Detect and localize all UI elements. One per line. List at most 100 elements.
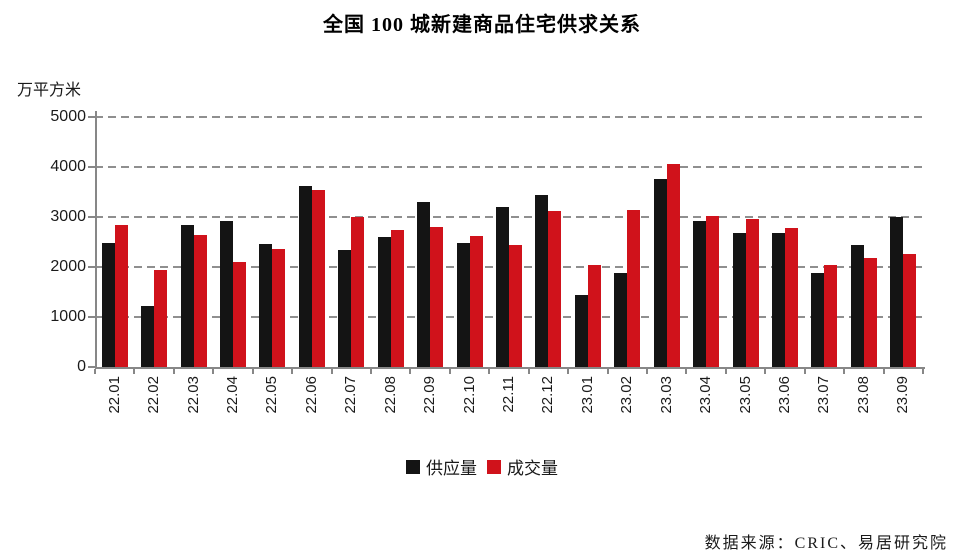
bar-deals-23.04 (706, 216, 720, 367)
bar-deals-22.10 (469, 236, 483, 367)
x-tick (172, 369, 175, 374)
x-axis-label-text: 23.08 (854, 376, 872, 414)
x-axis-label-text: 23.01 (578, 376, 596, 414)
legend-item-supply: 供应量 (406, 454, 477, 479)
legend-label-deals: 成交量 (507, 459, 558, 478)
bar-deals-22.05 (272, 249, 286, 367)
bar-supply-22.02 (141, 306, 155, 367)
x-axis-label-text: 22.05 (263, 376, 281, 414)
y-tick (88, 316, 95, 318)
x-axis-label-text: 23.05 (736, 376, 754, 414)
bar-deals-22.07 (351, 217, 365, 367)
x-axis-label-text: 22.11 (500, 376, 517, 413)
x-axis-spine (95, 367, 925, 369)
bar-deals-23.09 (903, 254, 917, 367)
y-axis-label: 1000 (50, 308, 86, 325)
bar-supply-22.01 (101, 243, 115, 367)
x-tick (685, 369, 688, 374)
y-axis-label: 0 (77, 358, 86, 375)
x-tick (291, 369, 294, 374)
y-tick (88, 166, 95, 168)
y-axis-label: 4000 (50, 158, 86, 175)
bar-supply-22.05 (259, 244, 273, 367)
x-tick (724, 369, 727, 374)
bar-supply-23.01 (574, 295, 588, 367)
x-tick (251, 369, 254, 374)
bar-supply-23.02 (614, 273, 628, 367)
bar-supply-22.10 (456, 243, 470, 367)
bar-deals-23.01 (587, 265, 601, 367)
bar-deals-22.08 (390, 230, 404, 367)
bar-supply-22.07 (338, 250, 352, 367)
y-tick (88, 216, 95, 218)
bar-supply-22.04 (220, 221, 233, 367)
x-tick (94, 369, 96, 374)
x-tick (646, 369, 648, 374)
y-axis-unit-label: 万平方米 (17, 82, 82, 99)
gridline (95, 216, 923, 218)
x-axis-label-text: 22.03 (184, 376, 202, 414)
legend: 供应量 成交量 (0, 454, 964, 479)
bar-supply-23.07 (811, 273, 825, 367)
x-axis-label-text: 23.04 (697, 376, 715, 414)
bar-supply-22.09 (417, 202, 431, 367)
x-axis-label-text: 23.03 (657, 376, 675, 414)
bar-deals-23.06 (785, 228, 798, 367)
bar-deals-22.01 (114, 225, 128, 367)
legend-swatch-supply (406, 459, 420, 474)
bar-supply-22.12 (535, 195, 549, 367)
legend-label-supply: 供应量 (426, 459, 477, 478)
y-tick (88, 266, 95, 268)
x-tick (409, 369, 412, 374)
x-tick (370, 369, 372, 374)
x-axis-label-text: 22.07 (342, 376, 360, 414)
bar-deals-23.02 (627, 210, 641, 367)
x-axis-label-text: 22.09 (421, 376, 439, 414)
bar-supply-23.05 (732, 233, 746, 367)
bar-deals-22.12 (548, 211, 562, 367)
legend-item-deals: 成交量 (487, 454, 558, 479)
x-tick (803, 369, 806, 374)
x-tick (843, 369, 846, 374)
x-tick (567, 369, 570, 374)
legend-swatch-deals (487, 459, 501, 474)
bar-deals-22.02 (154, 270, 168, 367)
x-axis-label-text: 22.08 (381, 376, 399, 414)
bar-supply-22.08 (377, 237, 391, 367)
x-tick (882, 369, 885, 374)
bar-deals-22.09 (430, 227, 444, 367)
x-tick (330, 369, 333, 374)
y-axis-label: 5000 (50, 108, 86, 125)
bar-supply-23.04 (693, 221, 707, 367)
x-tick (133, 369, 136, 374)
y-tick (88, 366, 95, 368)
bar-supply-22.11 (496, 207, 509, 367)
x-axis-label-text: 22.02 (145, 376, 163, 414)
bar-deals-23.07 (824, 265, 838, 367)
y-axis-spine (95, 111, 97, 369)
bar-deals-22.04 (233, 262, 246, 367)
bar-supply-23.06 (772, 233, 785, 367)
x-axis-label-text: 23.07 (815, 376, 833, 414)
x-axis-label-text: 23.02 (618, 376, 636, 414)
bar-deals-22.11 (509, 245, 522, 367)
gridline (95, 116, 923, 118)
data-source: 数据来源：CRIC、易居研究院 (704, 535, 948, 552)
bar-deals-23.08 (863, 258, 877, 367)
bar-supply-23.09 (890, 217, 904, 367)
gridline (95, 166, 923, 168)
bar-deals-23.05 (745, 219, 759, 367)
x-tick (922, 369, 924, 374)
x-tick (212, 369, 215, 374)
bar-supply-22.06 (298, 186, 312, 367)
chart-title: 全国 100 城新建商品住宅供求关系 (323, 14, 641, 36)
x-axis-label-text: 22.10 (460, 376, 478, 414)
x-tick (527, 369, 530, 374)
x-axis-label-text: 23.09 (894, 376, 912, 414)
x-axis-label-text: 22.12 (539, 376, 557, 414)
x-axis-label-text: 22.04 (224, 376, 241, 414)
y-tick (88, 116, 95, 118)
x-axis-label-text: 22.06 (302, 376, 320, 414)
